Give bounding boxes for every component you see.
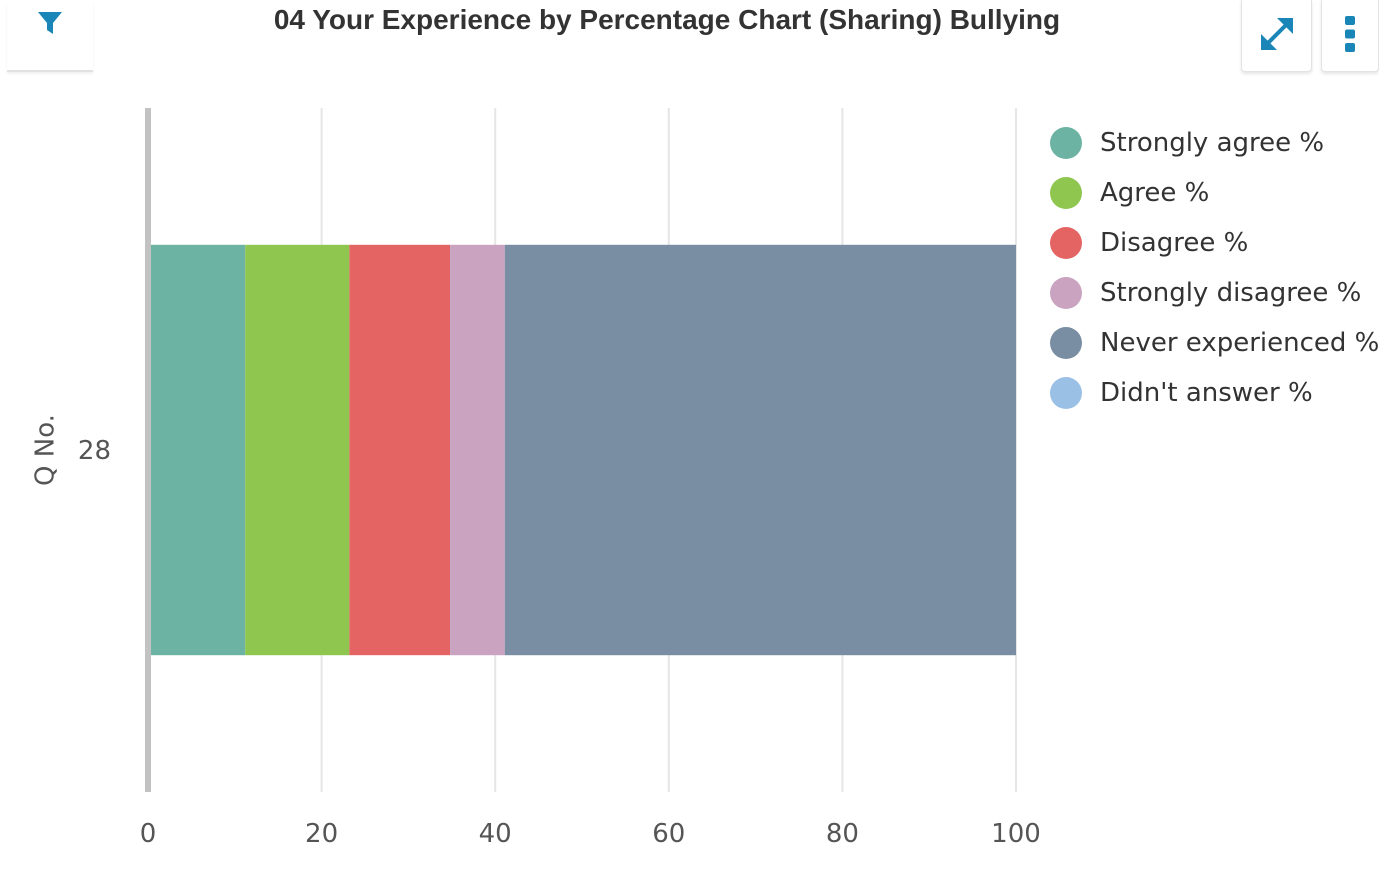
chart-title: 04 Your Experience by Percentage Chart (… <box>273 4 1061 35</box>
legend-swatch <box>1050 377 1082 409</box>
bar-series <box>148 244 1016 656</box>
chart-legend: Strongly agree % Agree % Disagree % Strongl… <box>1050 118 1379 418</box>
legend-swatch <box>1050 327 1082 359</box>
x-axis-ticks: 0 20 40 60 80 100 <box>140 819 1040 849</box>
legend-item[interactable]: Agree % <box>1050 168 1379 218</box>
bar-segment[interactable] <box>245 244 350 656</box>
legend-label: Disagree % <box>1100 228 1249 258</box>
legend-label: Didn't answer % <box>1100 378 1313 408</box>
legend-label: Strongly disagree % <box>1100 278 1362 308</box>
legend-label: Never experienced % <box>1100 328 1379 358</box>
legend-swatch <box>1050 177 1082 209</box>
bar-segment[interactable] <box>148 244 246 656</box>
legend-item[interactable]: Strongly disagree % <box>1050 268 1379 318</box>
x-tick-label: 20 <box>305 819 338 849</box>
x-tick-label: 60 <box>652 819 685 849</box>
legend-item[interactable]: Didn't answer % <box>1050 368 1379 418</box>
chart-plot: 0 20 40 60 80 100 28 Q No. <box>31 108 1040 849</box>
legend-item[interactable]: Disagree % <box>1050 218 1379 268</box>
bar-segment[interactable] <box>349 244 451 656</box>
bar-segment[interactable] <box>450 244 505 656</box>
expand-button[interactable] <box>1241 0 1312 72</box>
bar-segment[interactable] <box>504 244 1016 656</box>
legend-item[interactable]: Strongly agree % <box>1050 118 1379 168</box>
filter-button[interactable] <box>7 0 93 72</box>
legend-label: Strongly agree % <box>1100 128 1325 158</box>
x-tick-label: 40 <box>479 819 512 849</box>
x-tick-label: 0 <box>140 819 157 849</box>
legend-item[interactable]: Never experienced % <box>1050 318 1379 368</box>
x-tick-label: 100 <box>991 819 1040 849</box>
more-options-button[interactable] <box>1321 0 1379 72</box>
vertical-ellipsis-icon <box>1343 14 1357 58</box>
legend-swatch <box>1050 227 1082 259</box>
legend-swatch <box>1050 277 1082 309</box>
y-axis-title: Q No. <box>31 414 61 486</box>
y-tick-label: 28 <box>78 436 111 466</box>
legend-label: Agree % <box>1100 178 1210 208</box>
legend-swatch <box>1050 127 1082 159</box>
y-axis-ticks: 28 <box>78 436 111 466</box>
filter-icon <box>37 10 63 40</box>
expand-arrows-icon <box>1255 12 1299 60</box>
x-tick-label: 80 <box>826 819 859 849</box>
